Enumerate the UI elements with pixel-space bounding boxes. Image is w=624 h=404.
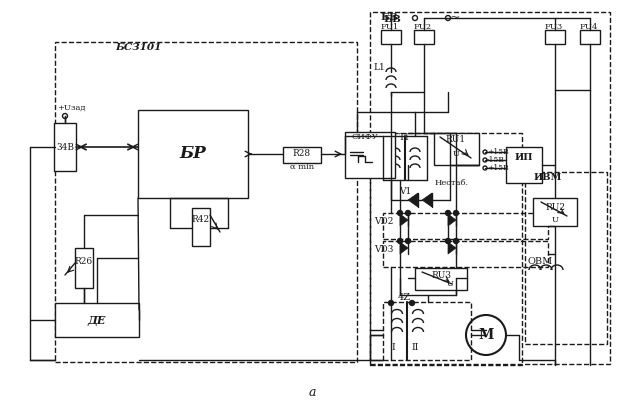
Circle shape [409, 301, 414, 305]
Text: α min: α min [290, 163, 314, 171]
Bar [415, 268, 467, 290]
Text: VD3: VD3 [374, 246, 393, 255]
Polygon shape [408, 193, 418, 207]
Text: +15В: +15В [487, 164, 509, 172]
Bar [525, 172, 607, 344]
Bar [381, 30, 401, 44]
Circle shape [454, 238, 459, 244]
Text: V1: V1 [399, 187, 411, 196]
Polygon shape [400, 242, 408, 254]
Text: U: U [452, 150, 459, 158]
Circle shape [406, 210, 411, 215]
Text: ИВМ: ИВМ [534, 173, 562, 181]
Bar [414, 30, 434, 44]
Text: I: I [391, 343, 395, 353]
Circle shape [397, 210, 402, 215]
Text: 34В: 34В [56, 143, 74, 152]
Bar [192, 208, 210, 246]
Bar [370, 12, 610, 364]
Text: ~: ~ [450, 11, 461, 25]
Text: RU1: RU1 [446, 135, 466, 145]
Text: ИП: ИП [515, 154, 534, 162]
Text: ДЕ: ДЕ [88, 314, 106, 326]
Bar [55, 303, 139, 337]
Text: FU3: FU3 [545, 23, 563, 31]
Text: VD2: VD2 [374, 217, 393, 227]
Text: U: U [552, 216, 558, 224]
Text: L1: L1 [373, 63, 385, 72]
Polygon shape [448, 214, 456, 226]
Circle shape [397, 238, 402, 244]
Bar [434, 133, 479, 165]
Text: R26: R26 [75, 257, 93, 267]
Text: FU2: FU2 [414, 23, 432, 31]
Bar [370, 133, 522, 365]
Text: FU4: FU4 [580, 23, 598, 31]
Text: 4Z: 4Z [397, 292, 411, 301]
Text: БВ: БВ [383, 15, 401, 23]
Text: R28: R28 [293, 149, 311, 158]
Bar [506, 147, 542, 183]
Bar [533, 198, 577, 226]
Text: БР: БР [180, 145, 207, 162]
Text: -15В: -15В [487, 156, 505, 164]
Polygon shape [422, 193, 432, 207]
Text: БВ: БВ [380, 13, 398, 21]
Text: a: a [308, 387, 316, 400]
Bar [545, 30, 565, 44]
Text: +Uзад: +Uзад [57, 104, 85, 112]
Circle shape [389, 301, 394, 305]
Polygon shape [448, 242, 456, 254]
Text: U: U [447, 280, 454, 288]
Text: М: М [479, 328, 494, 342]
Bar [383, 241, 548, 267]
Text: БСЗ101: БСЗ101 [115, 42, 162, 51]
Bar [580, 30, 600, 44]
Circle shape [454, 210, 459, 215]
Text: T1: T1 [399, 133, 411, 141]
Bar [138, 110, 248, 198]
Polygon shape [400, 214, 408, 226]
Bar [75, 248, 93, 288]
Text: RU3: RU3 [431, 271, 451, 280]
Text: R42: R42 [192, 215, 210, 225]
Circle shape [446, 238, 451, 244]
Bar [383, 302, 471, 360]
Circle shape [406, 238, 411, 244]
Bar [383, 213, 548, 239]
Text: ОВМ: ОВМ [527, 257, 553, 267]
Circle shape [446, 210, 451, 215]
Text: СИФУ: СИФУ [352, 133, 379, 141]
Text: FU1: FU1 [381, 23, 399, 31]
Text: +15В: +15В [487, 148, 509, 156]
Bar [55, 42, 357, 362]
Bar [283, 147, 321, 163]
Text: Нестаб.: Нестаб. [435, 179, 469, 187]
Bar [345, 132, 395, 178]
Text: RU2: RU2 [545, 204, 565, 213]
Bar [54, 123, 76, 171]
Text: II: II [411, 343, 419, 353]
